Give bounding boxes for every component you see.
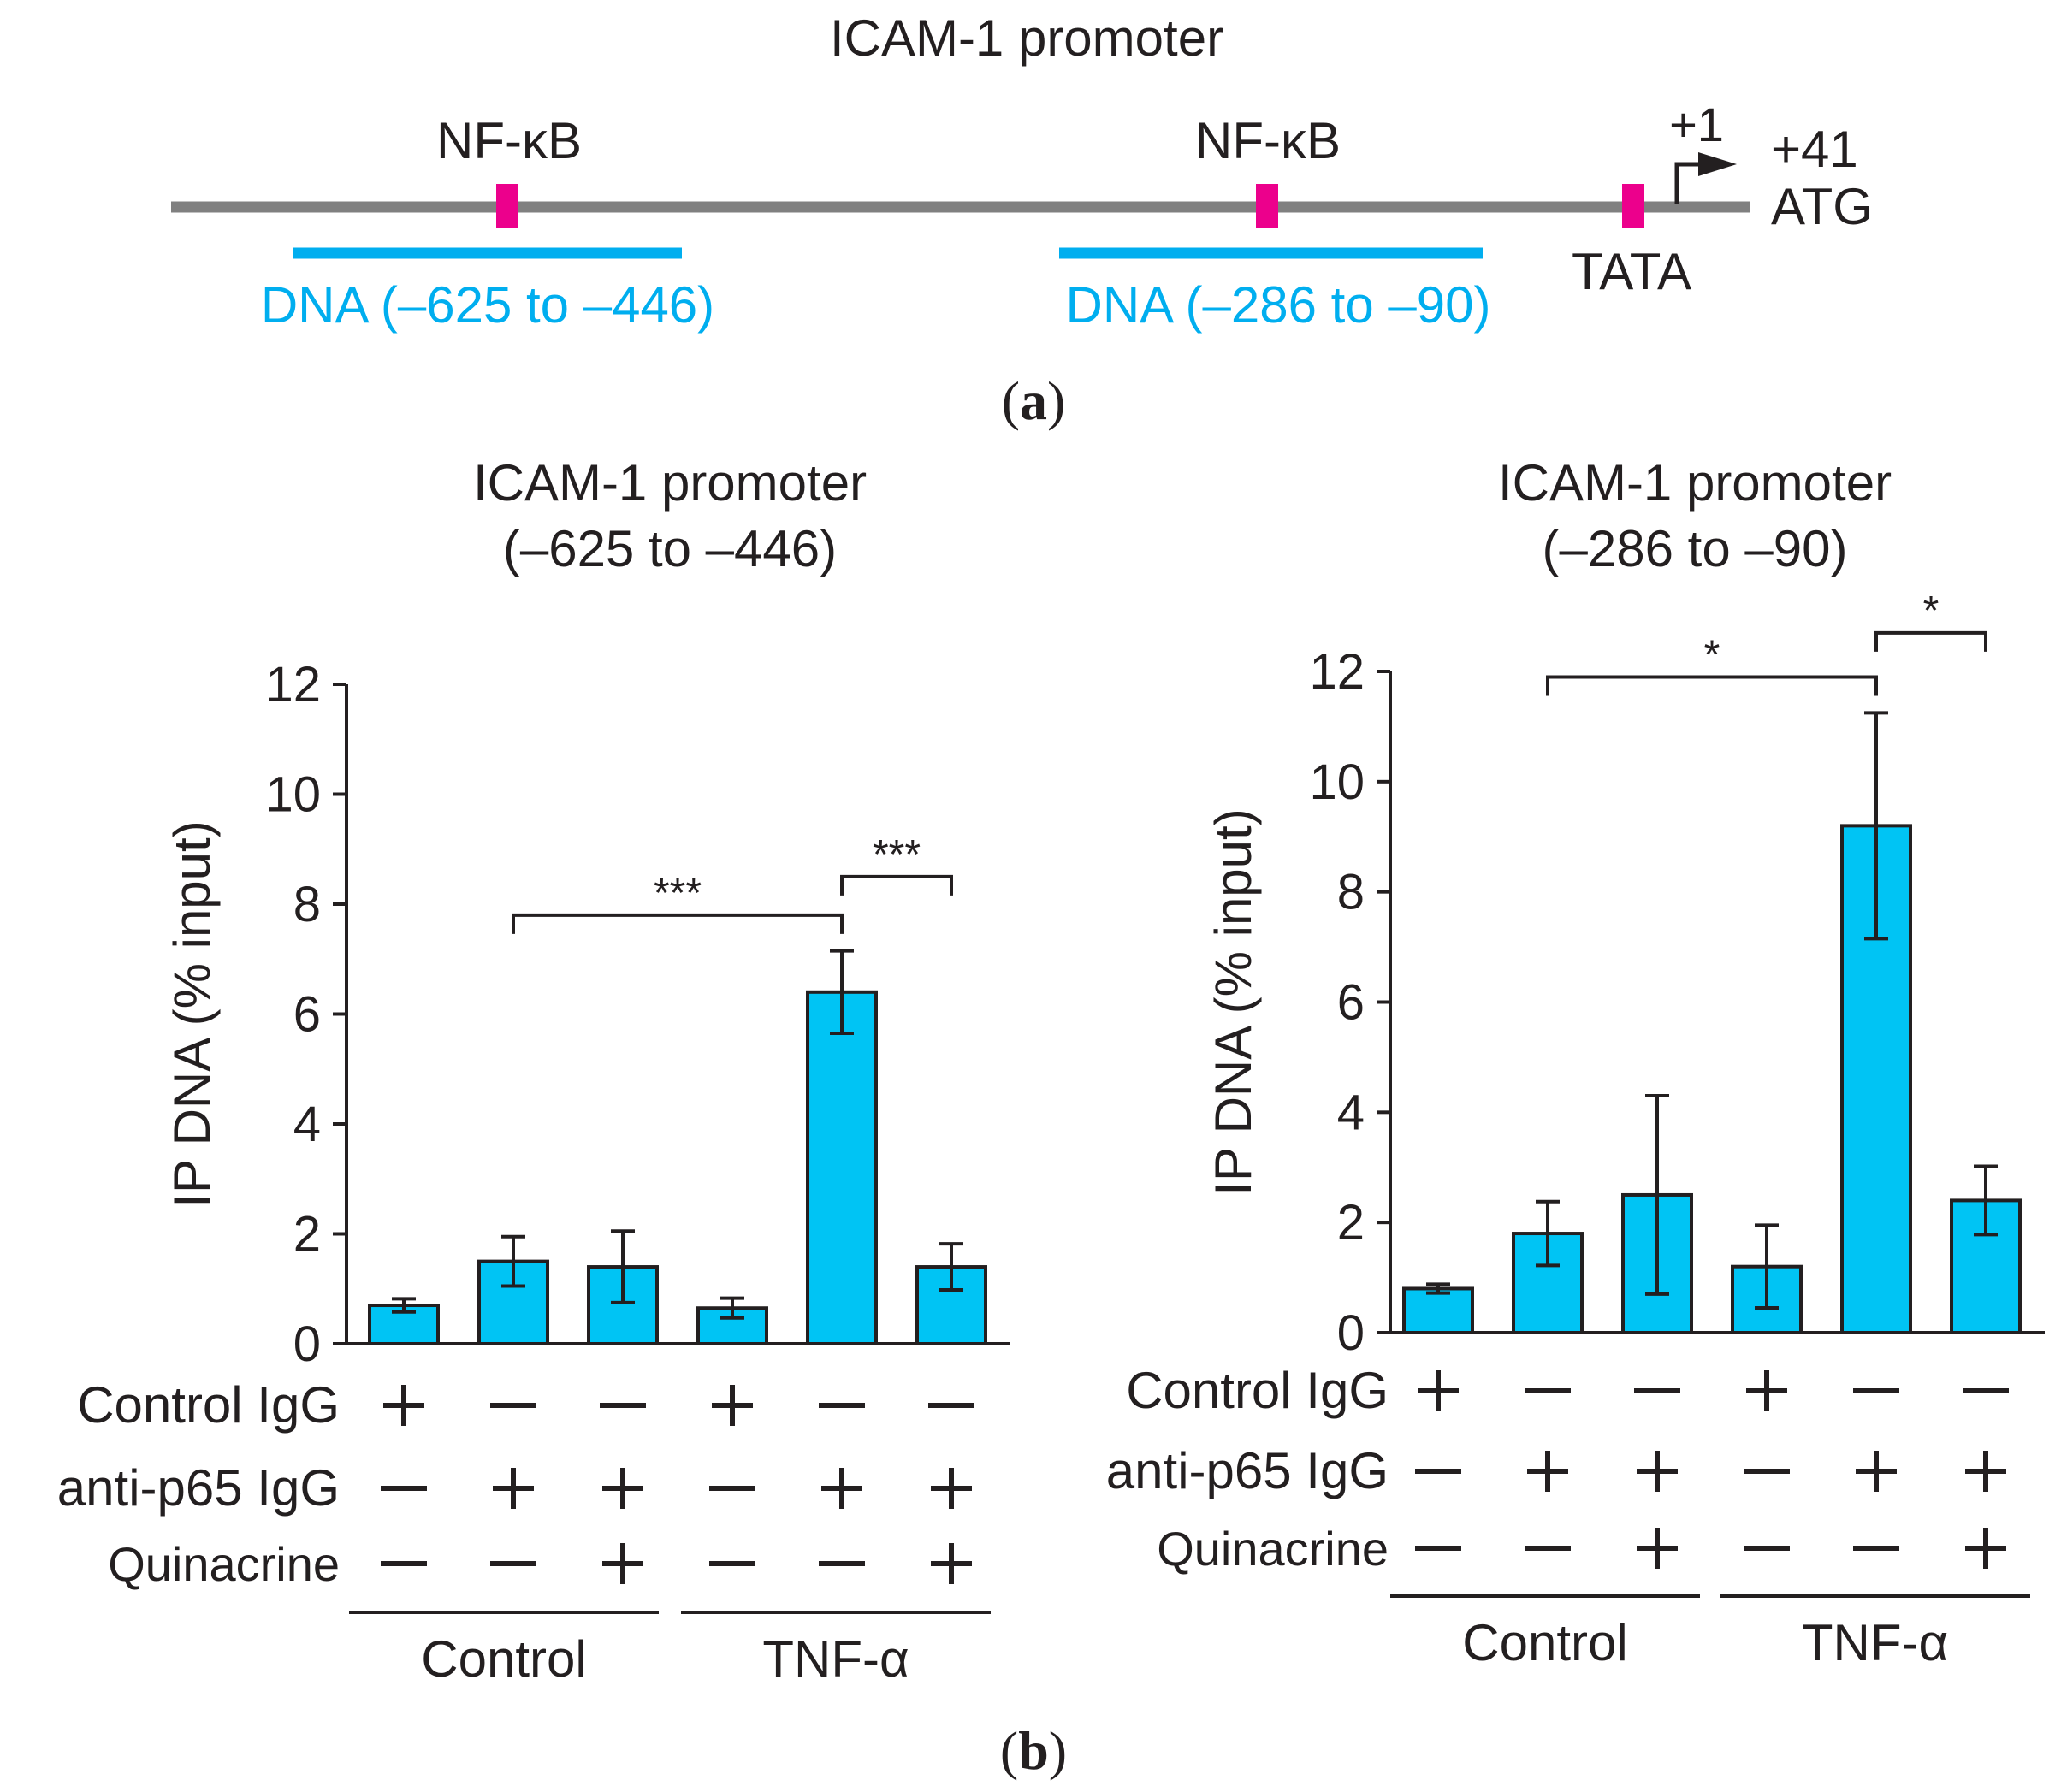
significance-label: * xyxy=(1704,632,1720,677)
y-tick-label: 4 xyxy=(293,1097,321,1152)
nfkb-site-left xyxy=(496,184,518,228)
significance-bracket xyxy=(840,874,953,896)
bar xyxy=(1402,1286,1474,1335)
group-label: Control xyxy=(421,1630,586,1688)
y-tick-label: 8 xyxy=(293,877,321,932)
error-bar xyxy=(611,1229,635,1304)
condition-row-label: anti-p65 IgG xyxy=(1106,1442,1389,1499)
chart-title: ICAM-1 promoter xyxy=(1498,454,1892,512)
error-bar xyxy=(1974,1164,1998,1237)
plus-sign xyxy=(1965,1451,2006,1492)
y-tick-label: 0 xyxy=(1337,1305,1365,1361)
nfkb-label-right: NF-κB xyxy=(1195,112,1341,169)
panel-a-letter: a xyxy=(1020,370,1047,431)
error-bar xyxy=(1536,1199,1560,1268)
panel-b-letter: b xyxy=(1018,1720,1049,1781)
plus-sign xyxy=(602,1543,643,1584)
significance-bracket xyxy=(1546,675,1878,696)
tata-box xyxy=(1622,184,1644,228)
error-bar xyxy=(1755,1223,1779,1310)
error-bar xyxy=(1645,1094,1669,1296)
condition-row-label: anti-p65 IgG xyxy=(57,1459,340,1517)
plus-sign xyxy=(1965,1528,2006,1569)
atg-label: ATG xyxy=(1771,178,1873,235)
chart-right: ICAM-1 promoter (–286 to –90) 0 2 4 6 8 10 12 IP … xyxy=(1106,454,2045,1671)
plus-sign xyxy=(712,1385,753,1426)
chart-subtitle: (–286 to –90) xyxy=(1543,520,1848,577)
panel-b-label: (b) xyxy=(1000,1720,1067,1781)
error-bar xyxy=(1426,1282,1450,1295)
nfkb-label-left: NF-κB xyxy=(436,112,582,169)
error-bar xyxy=(1864,711,1888,941)
panel-a: ICAM-1 promoter NF-κB NF-κB TATA +1 +41 … xyxy=(171,9,1873,431)
condition-row-label: Quinacrine xyxy=(108,1537,340,1591)
y-tick-label: 12 xyxy=(1309,644,1365,700)
chart-left: ICAM-1 promoter (–625 to –446) 0 2 4 6 8 10 12 IP… xyxy=(57,454,1010,1688)
significance-label: *** xyxy=(873,832,921,878)
y-tick-label: 4 xyxy=(1337,1085,1365,1140)
tss-arrow-icon xyxy=(1674,152,1737,204)
plus-sign xyxy=(931,1468,972,1509)
plus-sign xyxy=(1418,1370,1459,1411)
condition-row-label: Quinacrine xyxy=(1157,1522,1389,1576)
plus-sign xyxy=(602,1468,643,1509)
error-bar xyxy=(939,1242,963,1292)
error-bar xyxy=(720,1296,744,1320)
significance-bracket xyxy=(1874,630,1987,652)
error-bar xyxy=(501,1234,525,1288)
plus-sign xyxy=(493,1468,534,1509)
group-label: TNF-α xyxy=(1802,1614,1948,1671)
tata-label: TATA xyxy=(1572,243,1691,300)
y-tick-label: 12 xyxy=(265,657,321,713)
condition-row-label: Control IgG xyxy=(1126,1362,1389,1419)
plus-sign xyxy=(1637,1528,1678,1569)
error-bar xyxy=(830,949,854,1035)
chart-title: ICAM-1 promoter xyxy=(473,454,867,512)
y-axis-label: IP DNA (% input) xyxy=(163,820,221,1207)
y-tick-label: 8 xyxy=(1337,865,1365,920)
y-tick-label: 6 xyxy=(293,987,321,1043)
condition-row-label: Control IgG xyxy=(77,1376,340,1434)
panel-a-title: ICAM-1 promoter xyxy=(830,9,1223,67)
y-axis-label: IP DNA (% input) xyxy=(1205,808,1262,1195)
panel-a-label: (a) xyxy=(1002,370,1066,431)
error-bar xyxy=(392,1297,416,1314)
plus-sign xyxy=(383,1385,424,1426)
dna-label-left: DNA (–625 to –446) xyxy=(261,276,714,334)
plus-sign xyxy=(1527,1451,1568,1492)
y-tick-label: 10 xyxy=(265,767,321,823)
y-tick-label: 2 xyxy=(1337,1195,1365,1251)
group-label: TNF-α xyxy=(762,1630,909,1688)
group-label: Control xyxy=(1462,1614,1627,1671)
atg-position-label: +41 xyxy=(1771,121,1858,178)
tss-label: +1 xyxy=(1669,98,1724,151)
y-tick-label: 2 xyxy=(293,1207,321,1263)
y-tick-label: 0 xyxy=(293,1316,321,1372)
plus-sign xyxy=(931,1543,972,1584)
plus-sign xyxy=(1637,1451,1678,1492)
nfkb-site-right xyxy=(1256,184,1278,228)
plus-sign xyxy=(1856,1451,1897,1492)
significance-label: * xyxy=(1923,588,1940,634)
y-tick-label: 6 xyxy=(1337,975,1365,1031)
plus-sign xyxy=(1746,1370,1787,1411)
significance-bracket xyxy=(512,913,844,934)
plus-sign xyxy=(821,1468,862,1509)
y-tick-label: 10 xyxy=(1309,754,1365,810)
dna-label-right: DNA (–286 to –90) xyxy=(1066,276,1491,334)
chart-subtitle: (–625 to –446) xyxy=(503,520,837,577)
significance-label: *** xyxy=(654,871,702,916)
bar xyxy=(806,990,878,1346)
